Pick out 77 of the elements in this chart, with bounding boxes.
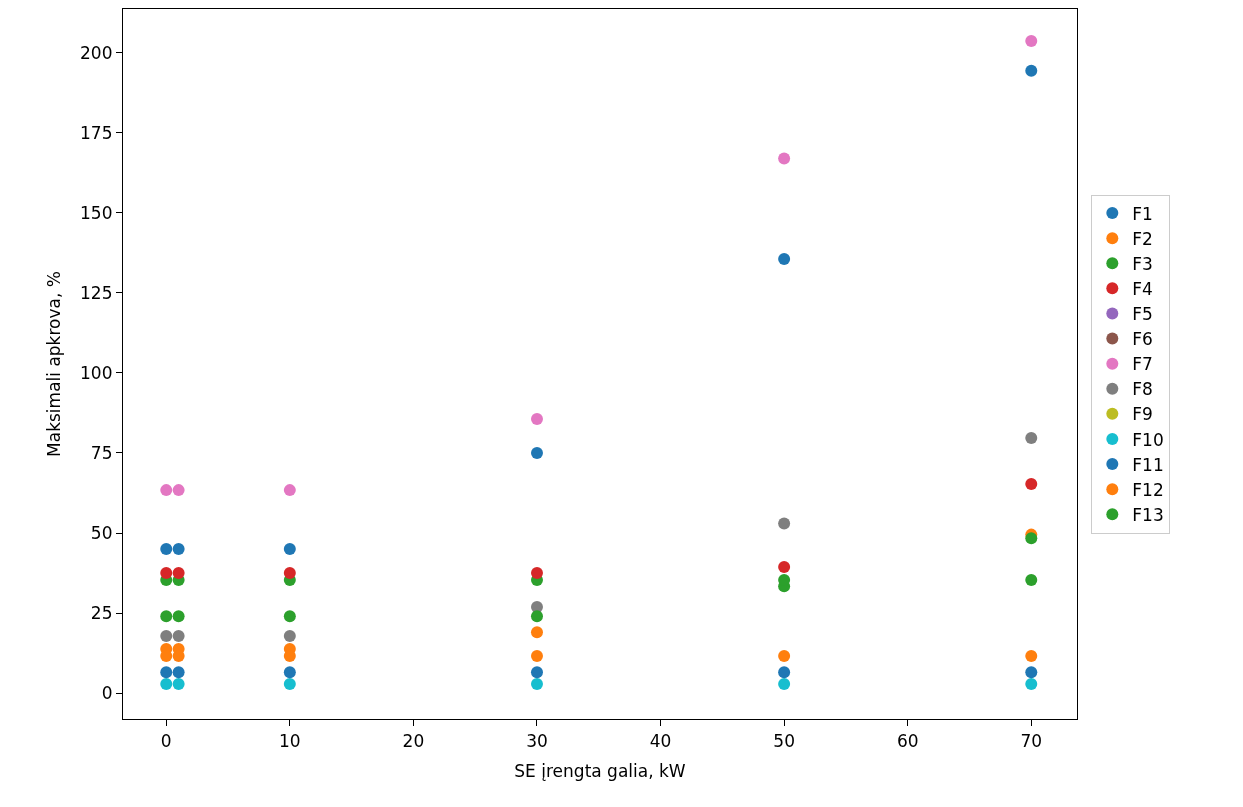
point	[1025, 678, 1038, 691]
point	[160, 678, 173, 691]
legend-label: F10	[1132, 429, 1164, 450]
legend-label: F5	[1132, 304, 1153, 325]
point	[160, 567, 173, 580]
legend-label: F11	[1132, 454, 1164, 475]
point	[778, 666, 791, 679]
legend-label: F2	[1132, 228, 1153, 249]
y-tick-label: 125	[80, 282, 113, 303]
point	[1025, 478, 1038, 491]
point	[530, 610, 543, 623]
point	[778, 253, 791, 265]
x-tick-label: 0	[160, 730, 172, 751]
legend-label: F12	[1132, 479, 1164, 500]
y-tick-label: 75	[90, 442, 113, 463]
point	[283, 484, 296, 497]
point	[530, 446, 543, 459]
point	[160, 666, 173, 679]
point	[283, 678, 296, 691]
x-tick-label: 70	[1020, 730, 1043, 751]
x-tick-label: 10	[279, 730, 301, 751]
point	[1025, 64, 1038, 77]
point	[172, 666, 185, 679]
point	[1025, 574, 1038, 587]
point	[160, 484, 173, 497]
point	[283, 567, 296, 580]
point	[1025, 666, 1038, 679]
point	[172, 543, 185, 556]
point	[530, 567, 543, 580]
point	[172, 567, 185, 580]
legend-label: F6	[1132, 329, 1153, 350]
y-tick-label: 50	[90, 522, 113, 543]
legend-label: F7	[1132, 354, 1153, 375]
point	[778, 649, 791, 662]
point	[778, 678, 791, 691]
y-tick-label: 25	[90, 602, 113, 623]
y-tick-label: 0	[101, 683, 113, 704]
x-tick-label: 50	[773, 730, 795, 751]
point	[172, 678, 185, 691]
point	[1025, 431, 1038, 444]
point	[530, 626, 543, 639]
point	[160, 610, 173, 623]
legend-label: F1	[1132, 203, 1153, 224]
point	[283, 630, 296, 643]
legend-label: F9	[1132, 404, 1153, 425]
legend-label: F3	[1132, 253, 1153, 274]
legend-label: F13	[1132, 504, 1164, 525]
point	[1025, 649, 1038, 662]
point	[283, 666, 296, 679]
point	[530, 678, 543, 691]
y-tick-label: 200	[80, 42, 113, 63]
point	[530, 413, 543, 426]
x-tick-label: 30	[526, 730, 548, 751]
point	[160, 543, 173, 556]
point	[283, 543, 296, 556]
x-tick-label: 20	[402, 730, 425, 751]
point	[172, 484, 185, 497]
y-axis-title: Maksimali apkrova, %	[43, 271, 64, 457]
point	[1025, 532, 1038, 545]
x-tick-label: 40	[649, 730, 672, 751]
point	[530, 649, 543, 662]
x-tick-label: 60	[896, 730, 919, 751]
y-tick-label: 150	[80, 202, 113, 223]
legend-label: F4	[1132, 278, 1153, 299]
point	[1025, 35, 1038, 47]
point	[172, 610, 185, 623]
point	[172, 630, 185, 643]
point	[160, 630, 173, 643]
point	[778, 560, 791, 573]
x-axis-title: SE įrengta galia, kW	[514, 760, 686, 781]
point	[283, 610, 296, 623]
point	[778, 517, 791, 530]
point	[778, 152, 791, 165]
y-tick-label: 100	[80, 362, 113, 383]
legend-label: F8	[1132, 379, 1153, 400]
point	[530, 666, 543, 679]
y-tick-label: 175	[80, 122, 113, 143]
